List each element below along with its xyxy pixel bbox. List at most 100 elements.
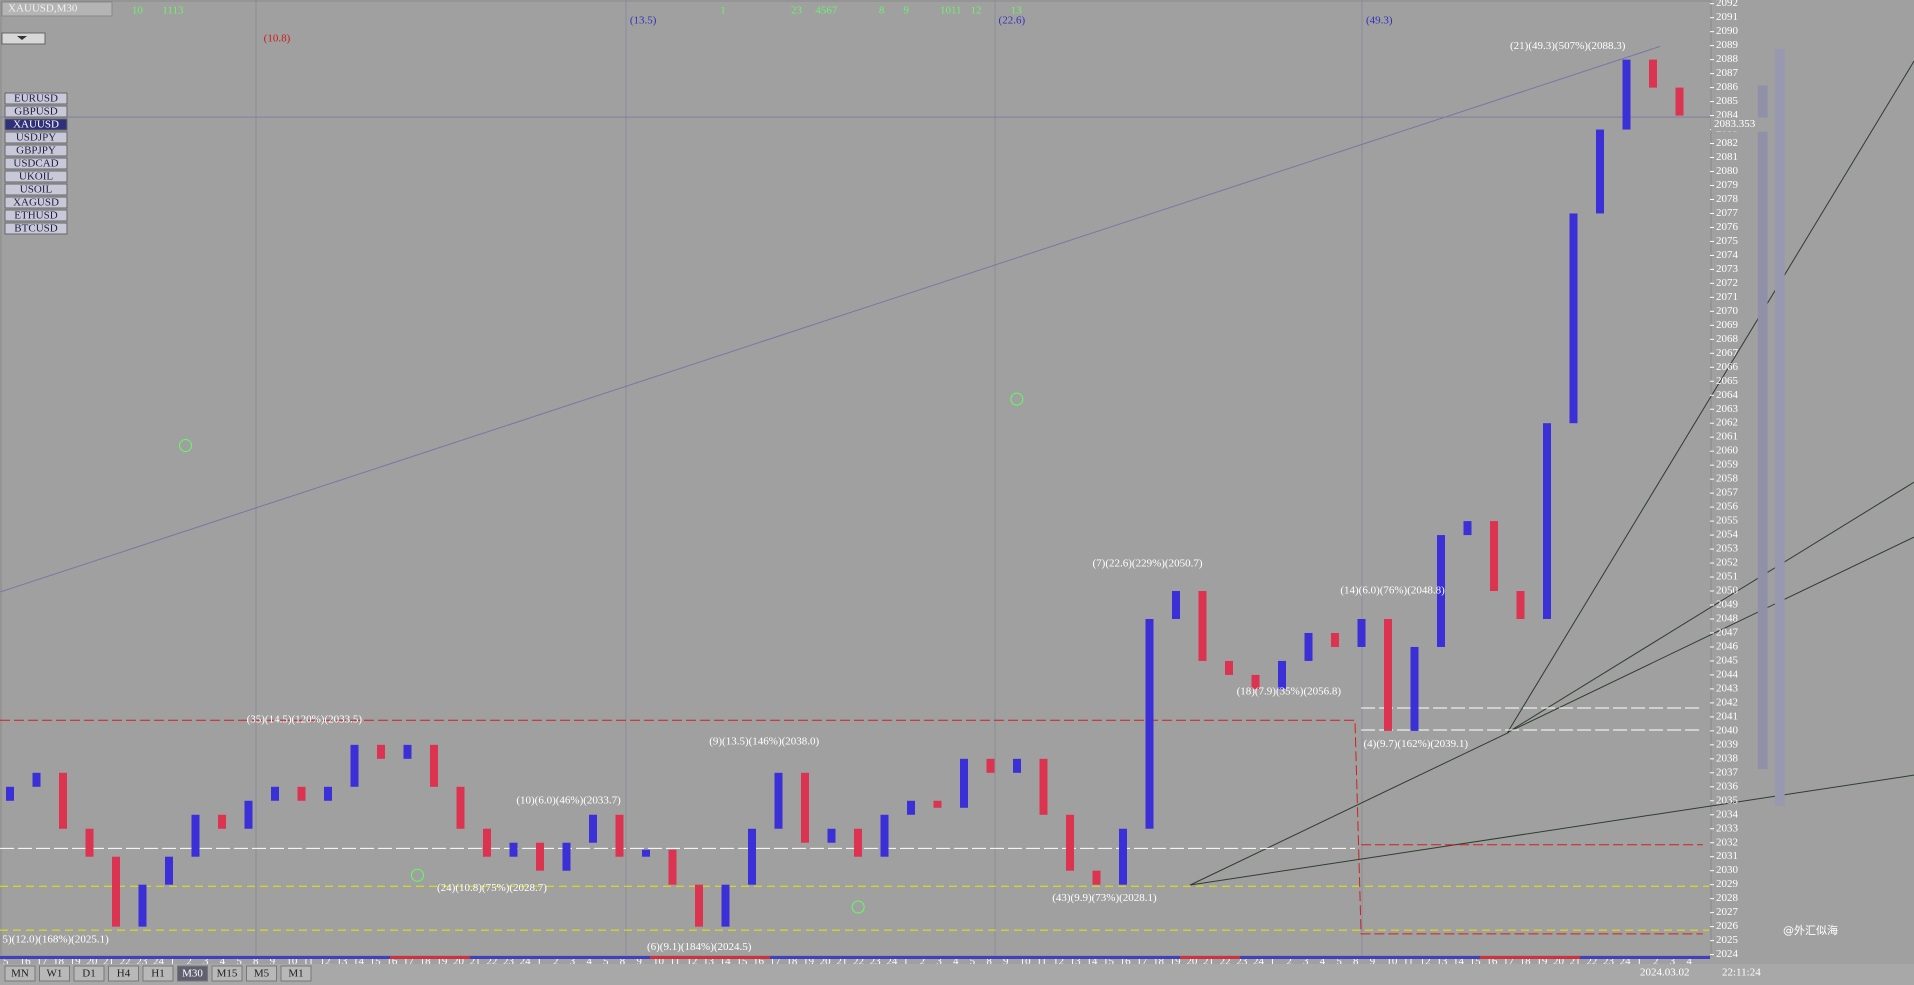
price-label: 2085 (1716, 95, 1739, 107)
title-box (1, 1, 113, 17)
price-label: 2082 (1716, 137, 1738, 149)
time-label: 9 (636, 956, 642, 968)
symbol-button[interactable] (4, 118, 68, 131)
candle-body (430, 744, 438, 787)
time-label: 20 (1553, 956, 1565, 968)
symbol-button[interactable] (4, 92, 68, 105)
timeframe-button[interactable] (108, 965, 139, 982)
count-label: 1011 (940, 5, 962, 17)
time-label: 3 (936, 956, 942, 968)
symbol-button[interactable] (4, 170, 68, 183)
candle-body (456, 786, 465, 829)
fan-line (1507, 481, 1914, 733)
candle-body (6, 786, 14, 801)
time-label: 18 (1153, 956, 1165, 968)
target-marker (179, 439, 193, 453)
price-label: 2068 (1716, 333, 1739, 345)
time-label: 19 (803, 956, 815, 968)
symbol-button[interactable] (4, 222, 68, 235)
timeframe-button[interactable] (73, 965, 105, 982)
symbol-button[interactable] (4, 157, 68, 170)
price-label: 2070 (1716, 305, 1739, 317)
timeframe-button[interactable] (39, 965, 70, 982)
current-price: 2083.353 (1714, 118, 1756, 130)
time-label: 24 (153, 956, 165, 968)
candle-body (748, 828, 756, 885)
time-label: 4 (1686, 956, 1692, 968)
price-label: 2090 (1716, 25, 1739, 37)
time-label: 22 (1220, 956, 1231, 968)
symbol-button[interactable] (4, 105, 68, 118)
candle-body (1596, 129, 1604, 214)
time-label: 24 (1620, 956, 1632, 968)
price-label: 2075 (1716, 235, 1739, 247)
symbol-name: GBPJPY (16, 145, 56, 157)
time-label: 22 (486, 956, 497, 968)
time-label: 2 (1653, 956, 1659, 968)
candle-body (1251, 674, 1260, 689)
candle-body (536, 842, 544, 871)
target-marker (851, 900, 865, 914)
price-label: 2037 (1716, 766, 1739, 778)
symbol-name: EURUSD (14, 93, 58, 105)
toolbar (0, 964, 1914, 985)
count-label: 1 (720, 5, 726, 17)
candle-body (1357, 618, 1366, 647)
time-label: 3 (203, 956, 209, 968)
price-label: 2041 (1716, 710, 1738, 722)
price-label: 2071 (1716, 291, 1738, 303)
wave-label: (24)(10.8)(75%)(2028.7) (437, 882, 547, 894)
candle-body (191, 814, 200, 857)
time-label: 16 (20, 956, 32, 968)
time-label: 10 (286, 956, 298, 968)
time-label: 5 (1336, 956, 1342, 968)
timeframe-button[interactable] (142, 965, 174, 982)
price-label: 2048 (1716, 613, 1739, 625)
target-marker (410, 868, 424, 882)
price-label: 2079 (1716, 179, 1739, 191)
candle-body (1384, 618, 1392, 731)
time-label: 13 (336, 956, 348, 968)
symbol-button[interactable] (4, 183, 68, 196)
candle-body (297, 786, 306, 801)
price-label: 2060 (1716, 445, 1739, 457)
price-label: 2057 (1716, 487, 1739, 499)
time-label: 20 (1186, 956, 1198, 968)
symbol-name: ETHUSD (14, 210, 57, 222)
session-strip (390, 956, 470, 959)
time-label: 14 (353, 956, 365, 968)
time-label: 1 (170, 956, 176, 968)
price-label: 2053 (1716, 543, 1739, 555)
price-label: 2028 (1716, 892, 1739, 904)
symbol-button[interactable] (4, 131, 68, 144)
time-label: 8 (620, 956, 626, 968)
volume-bar (1774, 48, 1785, 806)
time-label: 9 (270, 956, 276, 968)
price-label: 2033 (1716, 822, 1739, 834)
time-label: 5 (236, 956, 242, 968)
timeframe-button[interactable] (246, 965, 277, 982)
timeframe-button[interactable] (280, 965, 312, 982)
symbol-button[interactable] (4, 144, 68, 157)
count-label: 12 (970, 5, 981, 17)
price-label: 2054 (1716, 529, 1739, 541)
wave-label: (49.3) (1366, 14, 1393, 26)
candle-body (1437, 535, 1445, 647)
symbol-button[interactable] (4, 209, 68, 222)
price-label: 2034 (1716, 808, 1739, 820)
time-label: 24 (886, 956, 898, 968)
time-label: 14 (1086, 956, 1098, 968)
count-label: 10 (132, 5, 144, 17)
timeframe-button[interactable] (177, 965, 208, 982)
wave-label: (18)(7.9)(35%)(2056.8) (1237, 686, 1342, 698)
timeframe-button[interactable] (211, 965, 243, 982)
time-label: 21 (470, 956, 481, 968)
timeframe-button[interactable] (4, 965, 36, 982)
symbol-title: XAUUSD,M30 (8, 3, 78, 15)
candle-body (695, 884, 703, 927)
timeframe-label: MN (11, 968, 29, 980)
symbol-button[interactable] (4, 196, 68, 209)
candle-body (403, 744, 412, 759)
session-strip (0, 956, 1710, 959)
time-label: 1 (903, 956, 909, 968)
